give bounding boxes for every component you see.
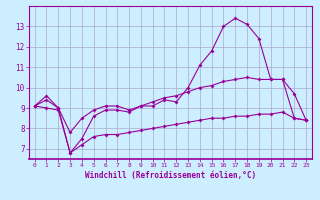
- X-axis label: Windchill (Refroidissement éolien,°C): Windchill (Refroidissement éolien,°C): [85, 171, 256, 180]
